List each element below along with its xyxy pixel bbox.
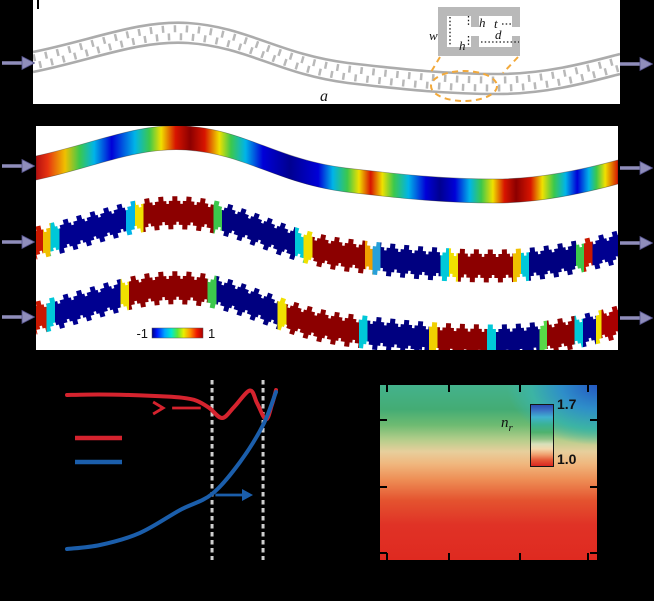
- axis-tick: [380, 485, 387, 488]
- unit-cell-highlight: [430, 56, 519, 102]
- blue-arrow-head-icon: [242, 489, 254, 502]
- output-arrow-icon: [620, 310, 653, 326]
- output-arrow-icon: [620, 56, 653, 72]
- label-t: t: [494, 16, 498, 31]
- field-maps: [35, 125, 619, 358]
- field-colorbar-min-label: -1: [136, 326, 148, 341]
- panel-index-map: 1.7 1.0 nr: [380, 385, 597, 560]
- label-w: w: [429, 28, 438, 43]
- axis-tick: [380, 419, 387, 421]
- panel-schematic: w h t h d a: [32, 0, 621, 105]
- panel-field-simulations: -1 1: [35, 125, 619, 358]
- axis-tick: [590, 485, 597, 488]
- label-period-a: a: [320, 88, 328, 104]
- input-arrow-icon: [2, 234, 35, 250]
- label-d: d: [495, 27, 502, 42]
- axis-tick: [518, 553, 521, 560]
- field-colorbar: -1 1: [136, 326, 215, 341]
- axis-tick: [380, 552, 387, 554]
- field-band: [36, 125, 618, 203]
- axis-tick: [587, 385, 590, 392]
- comb-tabs: [35, 271, 619, 330]
- index-colorbar-min-label: 1.0: [557, 451, 577, 467]
- schematic-svg: w h t h d a: [32, 0, 621, 105]
- unit-cell-bars: [438, 7, 520, 56]
- panel-line-chart: [65, 380, 278, 560]
- red-arrow-head-icon: [152, 400, 166, 416]
- comb-tabs: [35, 196, 619, 255]
- axis-tick: [587, 553, 590, 560]
- index-symbol-label: nr: [501, 415, 513, 434]
- waveguide-rail: [32, 21, 621, 76]
- label-h-top: h: [479, 15, 486, 30]
- field-colorbar-max-label: 1: [208, 326, 215, 341]
- axis-tick: [385, 385, 388, 392]
- label-h-bottom: h: [459, 38, 466, 53]
- field-band: [36, 200, 618, 278]
- axis-tick: [590, 419, 597, 421]
- comb-waveguide-drawing: [32, 21, 621, 96]
- comb-waveguide-field-1: [35, 196, 619, 283]
- index-colorbar-max-label: 1.7: [557, 396, 577, 412]
- crop-mark: [37, 0, 39, 9]
- index-colorbar: [530, 404, 554, 467]
- input-arrow-icon: [2, 309, 35, 325]
- smooth-waveguide-field: [35, 125, 619, 204]
- blue-curve: [65, 390, 278, 551]
- input-arrow-icon: [2, 55, 35, 71]
- field-band: [36, 275, 618, 353]
- unit-cell-inset: w h t h d: [429, 7, 520, 56]
- waveguide-teeth: [32, 33, 621, 92]
- comb-tabs: [35, 299, 619, 358]
- comb-waveguide-field-2: [35, 271, 619, 358]
- axis-tick: [518, 385, 521, 392]
- output-arrow-icon: [620, 235, 653, 251]
- axis-tick: [448, 553, 451, 560]
- waveguide-rail: [32, 41, 621, 96]
- axis-tick: [590, 552, 597, 554]
- field-simulations-svg: -1 1: [35, 125, 619, 358]
- dimension-lines: [449, 16, 519, 47]
- red-curve: [65, 388, 278, 422]
- comb-tabs: [35, 224, 619, 283]
- input-arrow-icon: [2, 158, 35, 174]
- output-arrow-icon: [620, 160, 653, 176]
- field-colorbar-gradient: [151, 327, 204, 339]
- high-index-corner-region: [380, 385, 597, 560]
- axis-tick: [448, 385, 451, 392]
- axis-tick: [385, 553, 388, 560]
